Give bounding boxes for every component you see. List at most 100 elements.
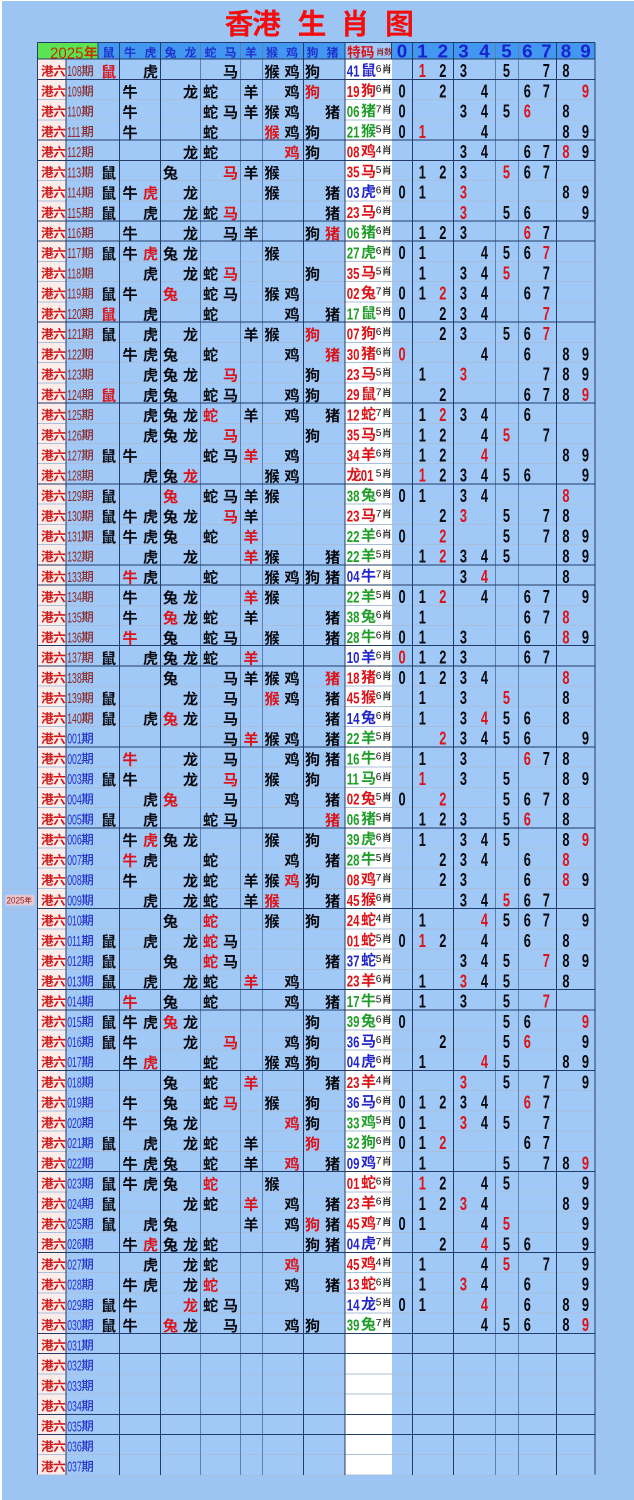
svg-text:4: 4 xyxy=(481,446,488,466)
svg-text:002: 002 xyxy=(67,751,82,768)
svg-text:3: 3 xyxy=(460,669,467,689)
svg-text:133: 133 xyxy=(67,569,82,586)
svg-text:45: 45 xyxy=(347,892,360,909)
svg-text:4: 4 xyxy=(481,1114,488,1134)
svg-text:3: 3 xyxy=(460,204,467,224)
svg-text:6: 6 xyxy=(376,327,382,338)
svg-text:06: 06 xyxy=(347,811,360,828)
svg-text:032: 032 xyxy=(67,1357,82,1374)
svg-text:4: 4 xyxy=(376,913,382,924)
svg-text:015: 015 xyxy=(67,1013,82,1030)
svg-text:1: 1 xyxy=(419,689,426,709)
svg-text:7: 7 xyxy=(543,325,550,345)
svg-text:3: 3 xyxy=(460,487,467,507)
svg-text:5: 5 xyxy=(503,527,510,547)
svg-text:21: 21 xyxy=(347,124,360,141)
svg-text:5: 5 xyxy=(503,507,510,527)
svg-text:4: 4 xyxy=(481,588,488,608)
svg-text:027: 027 xyxy=(67,1256,82,1273)
svg-text:4: 4 xyxy=(376,1075,382,1086)
svg-text:4: 4 xyxy=(481,285,488,305)
svg-text:6: 6 xyxy=(376,1055,382,1066)
svg-text:5: 5 xyxy=(503,790,510,810)
svg-text:4: 4 xyxy=(481,1053,488,1073)
svg-text:4: 4 xyxy=(481,244,488,264)
svg-text:1: 1 xyxy=(419,1094,426,1114)
svg-text:36: 36 xyxy=(347,1095,360,1112)
svg-text:9: 9 xyxy=(582,912,589,932)
svg-text:3: 3 xyxy=(460,264,467,284)
svg-text:8: 8 xyxy=(562,1296,569,1316)
svg-text:2: 2 xyxy=(439,305,446,325)
svg-text:7: 7 xyxy=(543,790,550,810)
svg-text:135: 135 xyxy=(67,609,82,626)
svg-text:02: 02 xyxy=(347,791,360,808)
svg-text:9: 9 xyxy=(582,1255,589,1275)
svg-text:5: 5 xyxy=(376,934,382,945)
svg-text:5: 5 xyxy=(503,62,510,82)
svg-text:7: 7 xyxy=(543,992,550,1012)
svg-text:021: 021 xyxy=(67,1135,82,1152)
svg-text:1: 1 xyxy=(419,628,426,648)
svg-text:3: 3 xyxy=(460,568,467,588)
svg-text:2: 2 xyxy=(439,527,446,547)
svg-text:019: 019 xyxy=(67,1094,82,1111)
svg-text:1: 1 xyxy=(419,588,426,608)
svg-text:2: 2 xyxy=(439,386,446,406)
svg-text:7: 7 xyxy=(543,649,550,669)
svg-text:2: 2 xyxy=(439,649,446,669)
svg-text:4: 4 xyxy=(481,548,488,568)
svg-text:8: 8 xyxy=(562,871,569,891)
svg-text:127: 127 xyxy=(67,447,82,464)
svg-text:8: 8 xyxy=(562,123,569,143)
svg-text:8: 8 xyxy=(562,103,569,123)
svg-text:2: 2 xyxy=(439,851,446,871)
svg-text:6: 6 xyxy=(376,752,382,763)
svg-text:8: 8 xyxy=(562,608,569,628)
svg-text:5: 5 xyxy=(503,467,510,487)
svg-text:45: 45 xyxy=(347,690,360,707)
svg-text:7: 7 xyxy=(376,286,382,297)
svg-text:5: 5 xyxy=(376,165,382,176)
svg-text:6: 6 xyxy=(376,1035,382,1046)
svg-text:5: 5 xyxy=(376,994,382,1005)
svg-text:122: 122 xyxy=(67,346,82,363)
svg-text:1: 1 xyxy=(419,487,426,507)
svg-text:4: 4 xyxy=(481,912,488,932)
svg-text:0: 0 xyxy=(398,527,405,547)
svg-text:033: 033 xyxy=(67,1378,82,1395)
svg-text:6: 6 xyxy=(524,891,531,911)
svg-text:1: 1 xyxy=(419,264,426,284)
svg-text:6: 6 xyxy=(524,406,531,426)
svg-text:6: 6 xyxy=(524,103,531,123)
svg-text:23: 23 xyxy=(347,508,360,525)
svg-text:8: 8 xyxy=(562,507,569,527)
svg-text:0: 0 xyxy=(398,305,405,325)
svg-text:5: 5 xyxy=(503,730,510,750)
svg-text:6: 6 xyxy=(376,974,382,985)
svg-text:2: 2 xyxy=(439,406,446,426)
svg-text:9: 9 xyxy=(582,1215,589,1235)
svg-text:7: 7 xyxy=(376,408,382,419)
svg-text:3: 3 xyxy=(460,1094,467,1114)
svg-text:4: 4 xyxy=(481,851,488,871)
svg-text:2: 2 xyxy=(439,224,446,244)
svg-text:7: 7 xyxy=(543,750,550,770)
svg-text:8: 8 xyxy=(562,689,569,709)
svg-text:139: 139 xyxy=(67,690,82,707)
svg-text:1: 1 xyxy=(419,1255,426,1275)
svg-text:7: 7 xyxy=(543,1134,550,1154)
svg-text:5: 5 xyxy=(503,1175,510,1195)
svg-text:22: 22 xyxy=(347,589,360,606)
svg-text:4: 4 xyxy=(481,972,488,992)
svg-text:012: 012 xyxy=(67,953,82,970)
svg-text:4: 4 xyxy=(481,669,488,689)
svg-text:8: 8 xyxy=(562,527,569,547)
svg-text:8: 8 xyxy=(562,143,569,163)
svg-text:4: 4 xyxy=(376,1257,382,1268)
svg-text:7: 7 xyxy=(376,1217,382,1228)
svg-text:014: 014 xyxy=(67,993,82,1010)
svg-text:4: 4 xyxy=(481,426,488,446)
svg-text:1: 1 xyxy=(417,40,427,61)
svg-text:6: 6 xyxy=(524,810,531,830)
